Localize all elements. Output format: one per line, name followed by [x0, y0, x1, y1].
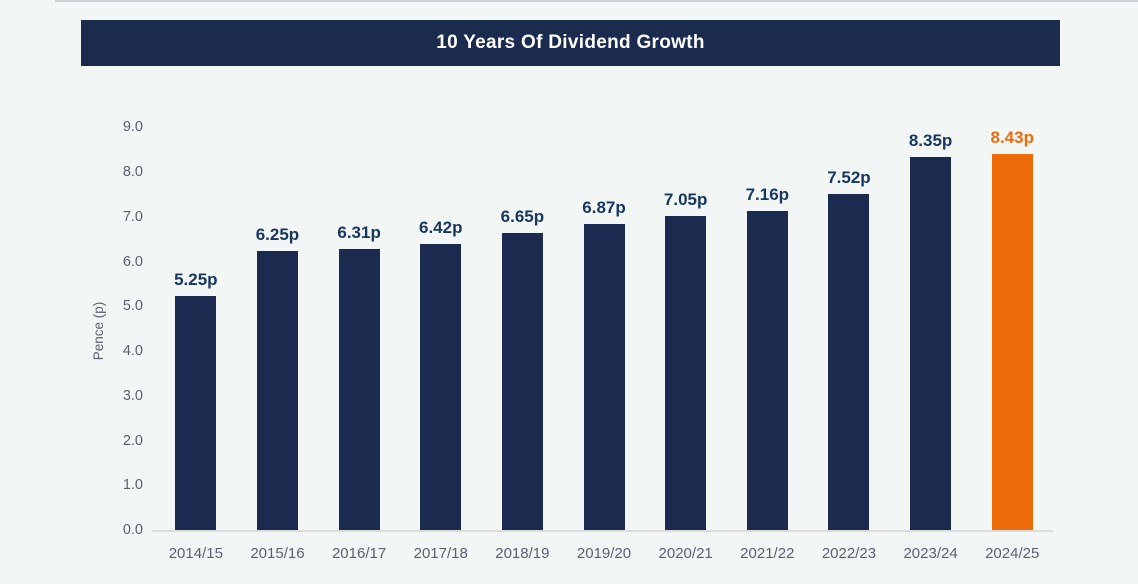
bar-value-label: 6.25p: [255, 225, 300, 245]
x-axis-label: 2024/25: [985, 545, 1040, 562]
bar: [338, 248, 380, 531]
y-tick-label: 3.0: [122, 387, 143, 404]
x-axis-label: 2016/17: [331, 545, 387, 562]
bar: [420, 243, 462, 531]
x-axis-label: 2015/16: [250, 545, 305, 562]
bar: [828, 194, 870, 531]
bar-value-label: 6.31p: [337, 222, 381, 242]
bar: [746, 210, 788, 531]
bar-column: 6.65p 2018/19: [482, 99, 564, 562]
bar-value-label: 8.43p: [990, 127, 1034, 147]
y-tick-label: 2.0: [122, 432, 143, 449]
bar: [991, 153, 1033, 531]
bar-value-label: 7.52p: [827, 168, 871, 188]
bar-value-label: 6.42p: [419, 217, 463, 237]
bar-value-label: 7.05p: [663, 189, 708, 209]
bar-value-label: 5.25p: [174, 270, 218, 290]
y-tick-label: 8.0: [122, 164, 143, 180]
bar: [501, 233, 543, 531]
chart-title-bar: 10 Years Of Dividend Growth: [81, 20, 1060, 66]
bar: [256, 251, 298, 531]
x-axis-label: 2021/22: [740, 545, 795, 562]
plot-area: 5.25p 2014/15 6.25p 2015/16 6.31p 2016/17 6.42…: [155, 99, 1053, 562]
x-axis-label: 2019/20: [576, 545, 632, 562]
x-axis-label: 2014/15: [168, 545, 223, 562]
bar: [665, 215, 707, 531]
y-tick-label: 1.0: [122, 477, 143, 494]
y-tick-label: 0.0: [122, 522, 143, 538]
bar-value-label: 6.87p: [582, 197, 626, 217]
bar-column: 5.25p 2014/15: [155, 99, 237, 562]
page-top-border: [55, 0, 1138, 2]
bar-column: 6.42p 2017/18: [400, 99, 482, 562]
y-tick-label: 9.0: [122, 119, 143, 136]
y-tick-label: 4.0: [122, 343, 143, 359]
bar: [175, 296, 217, 531]
x-axis-label: 2017/18: [413, 545, 468, 562]
y-tick-label: 7.0: [122, 208, 143, 225]
x-axis-label: 2022/23: [821, 545, 877, 562]
bar: [583, 223, 625, 531]
x-axis-line: [152, 530, 1053, 532]
bar: [910, 157, 952, 531]
bar-column: 6.31p 2016/17: [318, 99, 400, 562]
bar-column: 8.43p 2024/25: [971, 99, 1053, 562]
bar-column: 7.52p 2022/23: [808, 99, 890, 562]
y-tick-label: 6.0: [122, 253, 143, 270]
x-axis-label: 2018/19: [495, 545, 550, 562]
chart-title: 10 Years Of Dividend Growth: [436, 32, 705, 53]
bar-column: 6.87p 2019/20: [563, 99, 645, 562]
bar-column: 7.05p 2020/21: [645, 99, 727, 562]
bar-column: 6.25p 2015/16: [237, 99, 319, 562]
bar-column: 7.16p 2021/22: [726, 99, 808, 562]
bar-value-label: 8.35p: [908, 131, 953, 151]
bar-value-label: 7.16p: [745, 184, 790, 204]
x-axis-label: 2020/21: [658, 545, 713, 562]
bar-value-label: 6.65p: [500, 207, 545, 227]
x-axis-label: 2023/24: [903, 545, 958, 562]
y-tick-label: 5.0: [122, 298, 143, 315]
bar-column: 8.35p 2023/24: [890, 99, 972, 562]
